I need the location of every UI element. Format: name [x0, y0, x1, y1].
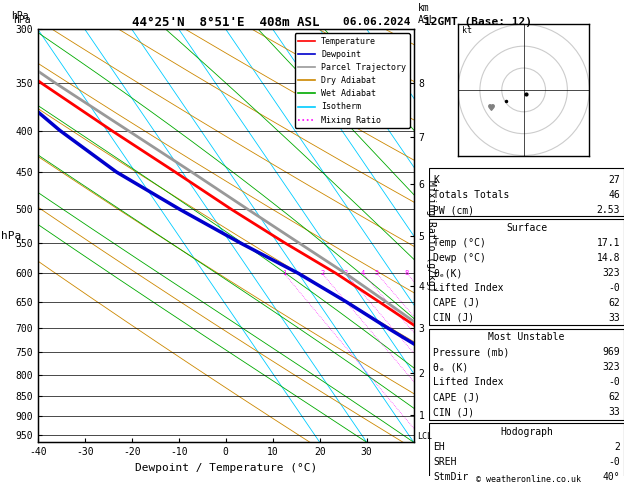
Text: -0: -0: [608, 457, 620, 467]
Text: θₑ(K): θₑ(K): [433, 268, 462, 278]
Text: SREH: SREH: [433, 457, 457, 467]
Text: 8: 8: [404, 270, 409, 277]
Text: 969: 969: [603, 347, 620, 357]
Text: 14.8: 14.8: [596, 253, 620, 263]
Text: © weatheronline.co.uk: © weatheronline.co.uk: [476, 474, 581, 484]
Legend: Temperature, Dewpoint, Parcel Trajectory, Dry Adiabat, Wet Adiabat, Isotherm, Mi: Temperature, Dewpoint, Parcel Trajectory…: [294, 34, 409, 128]
Text: Surface: Surface: [506, 224, 547, 233]
Text: -0: -0: [608, 377, 620, 387]
Text: 06.06.2024  12GMT (Base: 12): 06.06.2024 12GMT (Base: 12): [343, 17, 532, 27]
Text: LCL: LCL: [418, 432, 433, 440]
Text: Hodograph: Hodograph: [500, 427, 553, 437]
Text: Totals Totals: Totals Totals: [433, 190, 509, 200]
Text: -0: -0: [608, 283, 620, 293]
Text: 2: 2: [614, 442, 620, 451]
Text: 2.53: 2.53: [596, 205, 620, 215]
Text: CIN (J): CIN (J): [433, 313, 474, 323]
Text: hPa: hPa: [11, 11, 29, 21]
Text: Lifted Index: Lifted Index: [433, 283, 503, 293]
Text: km
ASL: km ASL: [418, 3, 435, 25]
Text: Lifted Index: Lifted Index: [433, 377, 503, 387]
Text: K: K: [433, 175, 439, 185]
Text: 5: 5: [375, 270, 379, 277]
X-axis label: Dewpoint / Temperature (°C): Dewpoint / Temperature (°C): [135, 463, 317, 473]
Y-axis label: Mixing Ratio (g/kg): Mixing Ratio (g/kg): [426, 180, 435, 292]
Text: 323: 323: [603, 363, 620, 372]
Title: 44°25'N  8°51'E  408m ASL: 44°25'N 8°51'E 408m ASL: [132, 16, 320, 29]
Text: hPa: hPa: [13, 15, 31, 25]
Text: 33: 33: [608, 313, 620, 323]
Text: 46: 46: [608, 190, 620, 200]
Text: Most Unstable: Most Unstable: [488, 332, 565, 343]
Text: 17.1: 17.1: [596, 238, 620, 248]
Text: PW (cm): PW (cm): [433, 205, 474, 215]
Text: 2: 2: [320, 270, 325, 277]
Text: 4: 4: [361, 270, 365, 277]
Text: hPa: hPa: [1, 231, 21, 241]
Text: 3: 3: [343, 270, 348, 277]
Text: EH: EH: [433, 442, 445, 451]
Text: 33: 33: [608, 407, 620, 417]
Text: 40°: 40°: [603, 471, 620, 482]
Text: CIN (J): CIN (J): [433, 407, 474, 417]
Text: 323: 323: [603, 268, 620, 278]
Text: StmDir: StmDir: [433, 471, 468, 482]
Text: Pressure (mb): Pressure (mb): [433, 347, 509, 357]
Text: 27: 27: [608, 175, 620, 185]
Text: CAPE (J): CAPE (J): [433, 392, 480, 402]
Text: kt: kt: [462, 26, 472, 35]
Text: 62: 62: [608, 298, 620, 308]
Text: Dewp (°C): Dewp (°C): [433, 253, 486, 263]
Text: Temp (°C): Temp (°C): [433, 238, 486, 248]
Text: θₑ (K): θₑ (K): [433, 363, 468, 372]
Text: 62: 62: [608, 392, 620, 402]
Text: CAPE (J): CAPE (J): [433, 298, 480, 308]
Text: 1: 1: [282, 270, 286, 277]
